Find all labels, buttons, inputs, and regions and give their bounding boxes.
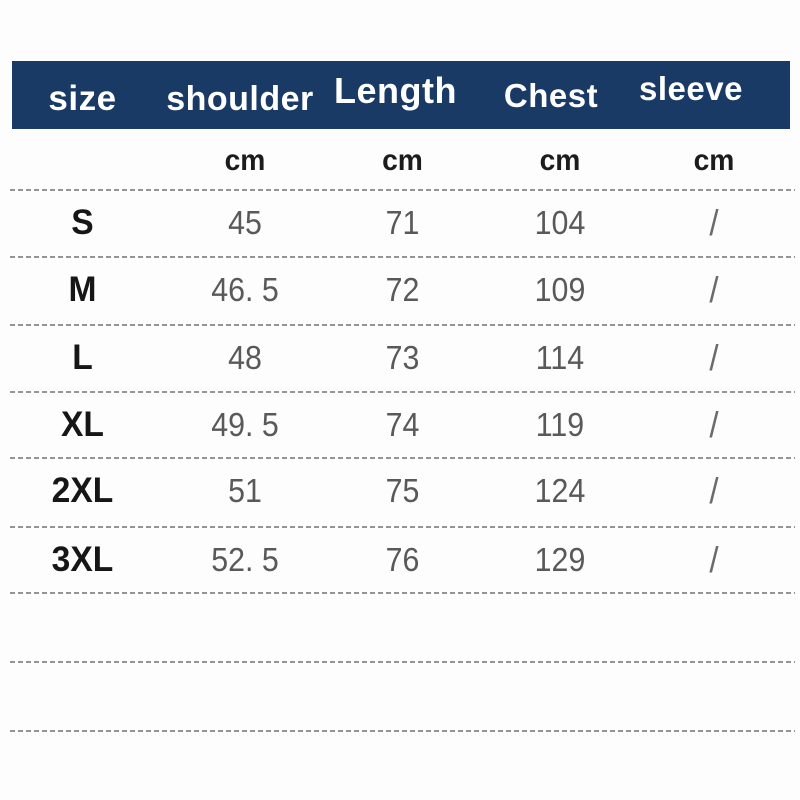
sleeve-cell: /: [709, 337, 719, 378]
unit-cell-length: cm: [382, 144, 423, 177]
size-cell: M: [68, 270, 97, 309]
length-cell: 71: [385, 204, 420, 241]
unit-cell-sleeve: cm: [693, 144, 735, 177]
header-cell-chest: Chest: [503, 77, 599, 114]
size-cell: L: [72, 338, 93, 377]
shoulder-cell: 52. 5: [211, 541, 279, 578]
table-row: 3XL 52. 5 76 129 /: [0, 528, 800, 592]
chest-cell: 119: [535, 406, 585, 443]
row-divider: [10, 457, 795, 459]
length-cell: 73: [385, 339, 420, 376]
chest-cell: 104: [534, 204, 586, 241]
length-cell: 75: [385, 472, 420, 509]
size-cell: S: [71, 203, 94, 242]
shoulder-cell: 49. 5: [211, 406, 279, 443]
sleeve-cell: /: [709, 404, 719, 445]
length-cell: 74: [385, 406, 420, 443]
chest-cell: 124: [534, 472, 586, 509]
header-cell-size: size: [48, 79, 117, 118]
row-divider: [10, 592, 795, 594]
header-cell-sleeve: sleeve: [639, 70, 743, 107]
header-cell-shoulder: shoulder: [166, 79, 314, 118]
table-row: S 45 71 104 /: [0, 191, 800, 255]
table-header-bar: [12, 61, 790, 129]
row-divider: [10, 189, 795, 191]
table-header-row: size shoulder Length Chest sleeve: [0, 61, 800, 129]
table-row: M 46. 5 72 109 /: [0, 258, 800, 322]
shoulder-cell: 48: [228, 339, 262, 376]
unit-cell-chest: cm: [539, 144, 581, 177]
row-divider: [10, 324, 795, 326]
sleeve-cell: /: [709, 539, 719, 580]
unit-cell-shoulder: cm: [224, 144, 266, 177]
row-divider: [10, 730, 795, 732]
chest-cell: 129: [534, 541, 586, 578]
size-cell: 2XL: [51, 471, 114, 510]
table-row: L 48 73 114 /: [0, 326, 800, 390]
length-cell: 76: [385, 541, 420, 578]
table-row: 2XL 51 75 124 /: [0, 459, 800, 523]
sleeve-cell: /: [709, 202, 719, 243]
length-cell: 72: [385, 271, 420, 308]
sleeve-cell: /: [709, 470, 719, 511]
shoulder-cell: 51: [228, 472, 262, 509]
shoulder-cell: 46. 5: [211, 271, 279, 308]
size-cell: 3XL: [51, 540, 114, 579]
chest-cell: 109: [534, 271, 586, 308]
sleeve-cell: /: [709, 269, 719, 310]
shoulder-cell: 45: [228, 204, 262, 241]
row-divider: [10, 526, 795, 528]
units-row: cm cm cm cm: [0, 129, 800, 189]
row-divider: [10, 256, 795, 258]
row-divider: [10, 661, 795, 663]
header-cell-length: Length: [334, 70, 457, 111]
size-cell: XL: [61, 405, 104, 444]
row-divider: [10, 391, 795, 393]
table-row: XL 49. 5 74 119 /: [0, 393, 800, 457]
chest-cell: 114: [535, 339, 585, 376]
